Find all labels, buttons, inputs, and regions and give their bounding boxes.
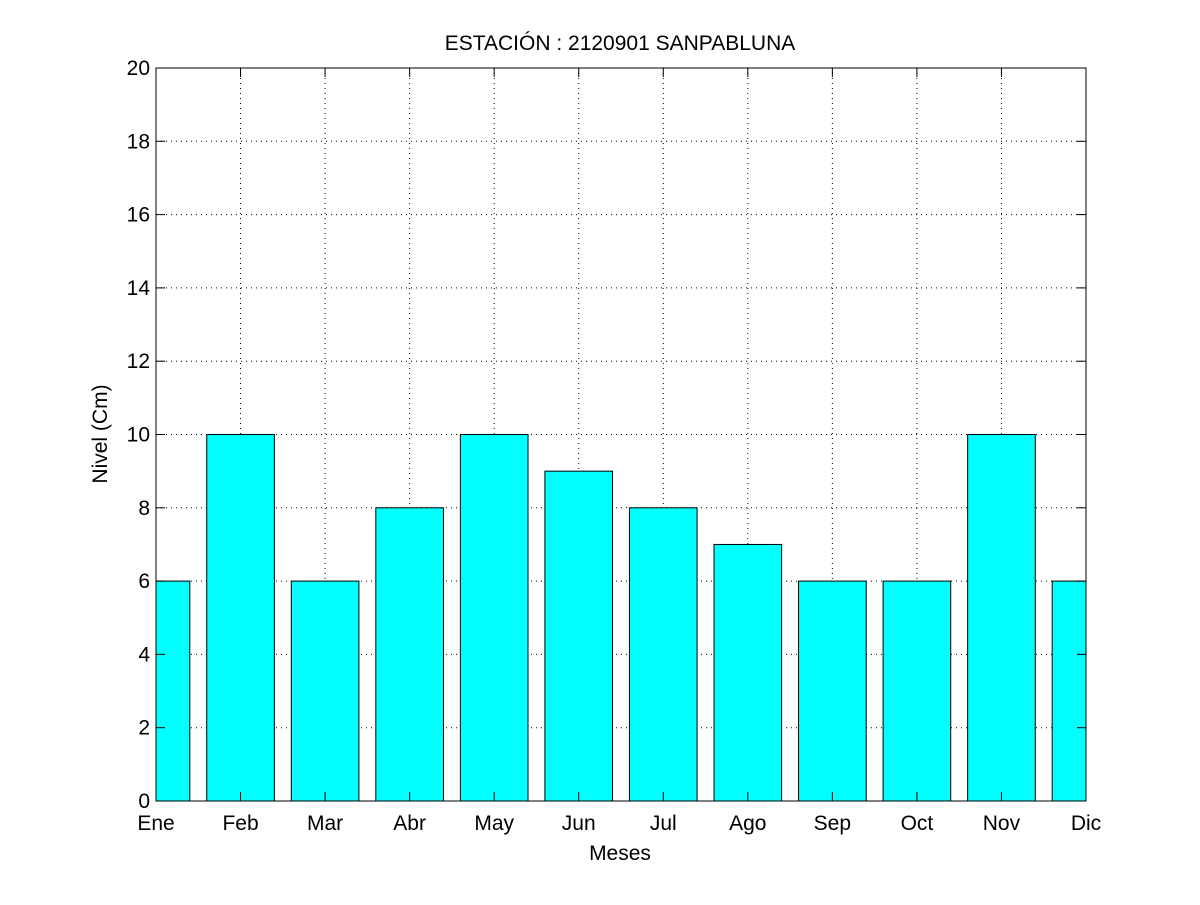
y-tick-label: 10 — [127, 424, 150, 447]
bar-oct — [882, 580, 952, 801]
x-tick-label: Dic — [1071, 812, 1101, 835]
x-tick-label: Ene — [137, 812, 174, 835]
bar-may — [459, 434, 529, 801]
y-tick-label: 4 — [138, 643, 150, 666]
y-tick-label: 18 — [127, 130, 150, 153]
y-tick-label: 20 — [127, 57, 150, 80]
y-tick-label: 16 — [127, 204, 150, 227]
y-tick-label: 8 — [138, 497, 150, 520]
bar-feb — [206, 434, 275, 801]
y-tick-label: 6 — [138, 570, 150, 593]
bar-mar — [290, 580, 360, 801]
y-axis-label: Nivel (Cm) — [89, 384, 112, 483]
x-tick-label: Mar — [307, 812, 343, 835]
x-tick-label: Ago — [729, 812, 766, 835]
x-tick-label: Jun — [562, 812, 596, 835]
bar-ene — [156, 580, 191, 801]
bars — [156, 434, 1086, 801]
bar-ago — [713, 543, 783, 801]
y-tick-label: 14 — [127, 277, 151, 300]
x-tick-label: Sep — [814, 812, 851, 835]
chart-title: ESTACIÓN : 2120901 SANPABLUNA — [445, 32, 796, 55]
x-tick-label: Abr — [393, 812, 426, 835]
bar-abr — [375, 507, 444, 801]
bar-nov — [967, 434, 1036, 801]
y-tick-label: 12 — [127, 350, 150, 373]
x-tick-label: Nov — [983, 812, 1021, 835]
tick-labels: 0 2 4 6 8 10 12 14 16 18 20 Ene Feb Mar Abr May Jun Jul Ag… — [127, 57, 1102, 835]
x-tick-label: Feb — [222, 812, 258, 835]
bar-jul — [628, 507, 698, 801]
x-tick-label: May — [474, 812, 514, 835]
axes — [155, 67, 1087, 802]
bar-jun — [544, 470, 614, 801]
x-tick-label: Oct — [901, 812, 934, 835]
bar-sep — [798, 580, 867, 801]
x-tick-label: Jul — [650, 812, 677, 835]
y-tick-label: 0 — [138, 790, 150, 813]
y-tick-label: 2 — [138, 717, 150, 740]
x-axis-label: Meses — [589, 842, 651, 865]
